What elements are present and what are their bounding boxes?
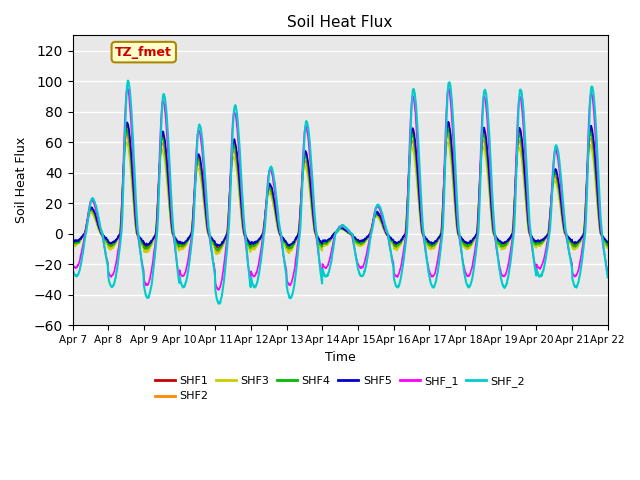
SHF3 bbox=[444, 139, 451, 145]
SHF3 bbox=[248, 245, 255, 251]
SHF_1 bbox=[188, 234, 195, 240]
SHF2 bbox=[541, 237, 548, 242]
SHF_1 bbox=[68, 261, 76, 266]
SHF4 bbox=[248, 242, 255, 248]
SHF3 bbox=[212, 252, 220, 257]
SHF3 bbox=[494, 240, 502, 246]
SHF5 bbox=[216, 243, 223, 249]
SHF5 bbox=[188, 229, 195, 235]
SHF5 bbox=[604, 240, 612, 245]
SHF1 bbox=[124, 122, 131, 128]
SHF2 bbox=[214, 249, 222, 255]
SHF4 bbox=[444, 126, 452, 132]
SHF_1 bbox=[604, 268, 612, 274]
SHF3 bbox=[175, 246, 182, 252]
Legend: SHF1, SHF2, SHF3, SHF4, SHF5, SHF_1, SHF_2: SHF1, SHF2, SHF3, SHF4, SHF5, SHF_1, SHF… bbox=[150, 372, 530, 406]
SHF1 bbox=[215, 245, 223, 251]
SHF_1 bbox=[175, 270, 182, 276]
SHF5 bbox=[444, 119, 452, 125]
Line: SHF2: SHF2 bbox=[72, 135, 608, 252]
SHF_1 bbox=[424, 259, 431, 264]
Text: TZ_fmet: TZ_fmet bbox=[115, 46, 172, 59]
SHF1 bbox=[604, 240, 612, 246]
SHF_2 bbox=[541, 260, 548, 266]
SHF2 bbox=[604, 244, 612, 250]
Title: Soil Heat Flux: Soil Heat Flux bbox=[287, 15, 393, 30]
SHF5 bbox=[68, 237, 76, 242]
SHF5 bbox=[494, 237, 502, 242]
SHF1 bbox=[188, 228, 196, 234]
SHF5 bbox=[424, 237, 431, 242]
SHF2 bbox=[424, 241, 431, 247]
SHF5 bbox=[541, 235, 548, 241]
X-axis label: Time: Time bbox=[324, 350, 355, 363]
SHF4 bbox=[68, 240, 76, 245]
Line: SHF3: SHF3 bbox=[72, 142, 608, 254]
SHF_1 bbox=[494, 252, 502, 258]
SHF5 bbox=[248, 239, 255, 245]
SHF_1 bbox=[248, 270, 255, 276]
SHF2 bbox=[175, 245, 182, 251]
SHF2 bbox=[494, 239, 502, 245]
Y-axis label: Soil Heat Flux: Soil Heat Flux bbox=[15, 137, 28, 223]
SHF_2 bbox=[216, 301, 223, 307]
SHF4 bbox=[188, 230, 195, 236]
SHF4 bbox=[175, 243, 182, 249]
SHF_2 bbox=[124, 78, 132, 84]
SHF1 bbox=[68, 238, 76, 243]
SHF2 bbox=[68, 241, 76, 247]
SHF3 bbox=[424, 242, 431, 248]
Line: SHF_1: SHF_1 bbox=[72, 88, 608, 290]
SHF1 bbox=[424, 239, 431, 244]
SHF1 bbox=[175, 242, 183, 248]
SHF4 bbox=[424, 240, 431, 245]
SHF3 bbox=[188, 228, 195, 234]
Line: SHF_2: SHF_2 bbox=[72, 81, 608, 304]
SHF1 bbox=[494, 238, 502, 243]
SHF4 bbox=[541, 236, 548, 242]
SHF2 bbox=[188, 229, 195, 235]
SHF_1 bbox=[215, 287, 223, 293]
SHF_1 bbox=[444, 85, 452, 91]
SHF3 bbox=[604, 245, 612, 251]
SHF_2 bbox=[604, 275, 612, 280]
SHF_2 bbox=[188, 238, 196, 243]
SHF4 bbox=[494, 239, 502, 244]
SHF1 bbox=[248, 241, 256, 247]
Line: SHF1: SHF1 bbox=[72, 125, 608, 248]
SHF_2 bbox=[248, 279, 256, 285]
Line: SHF4: SHF4 bbox=[72, 129, 608, 251]
SHF3 bbox=[541, 237, 548, 242]
SHF5 bbox=[175, 240, 182, 246]
SHF2 bbox=[444, 132, 452, 138]
SHF3 bbox=[68, 242, 76, 248]
SHF2 bbox=[248, 244, 255, 250]
SHF_1 bbox=[541, 252, 548, 257]
SHF_2 bbox=[424, 263, 431, 269]
Line: SHF5: SHF5 bbox=[72, 122, 608, 246]
SHF4 bbox=[214, 248, 221, 253]
SHF4 bbox=[604, 242, 612, 248]
SHF_2 bbox=[494, 252, 502, 258]
SHF1 bbox=[541, 237, 548, 242]
SHF_2 bbox=[175, 277, 183, 283]
SHF_2 bbox=[68, 265, 76, 271]
